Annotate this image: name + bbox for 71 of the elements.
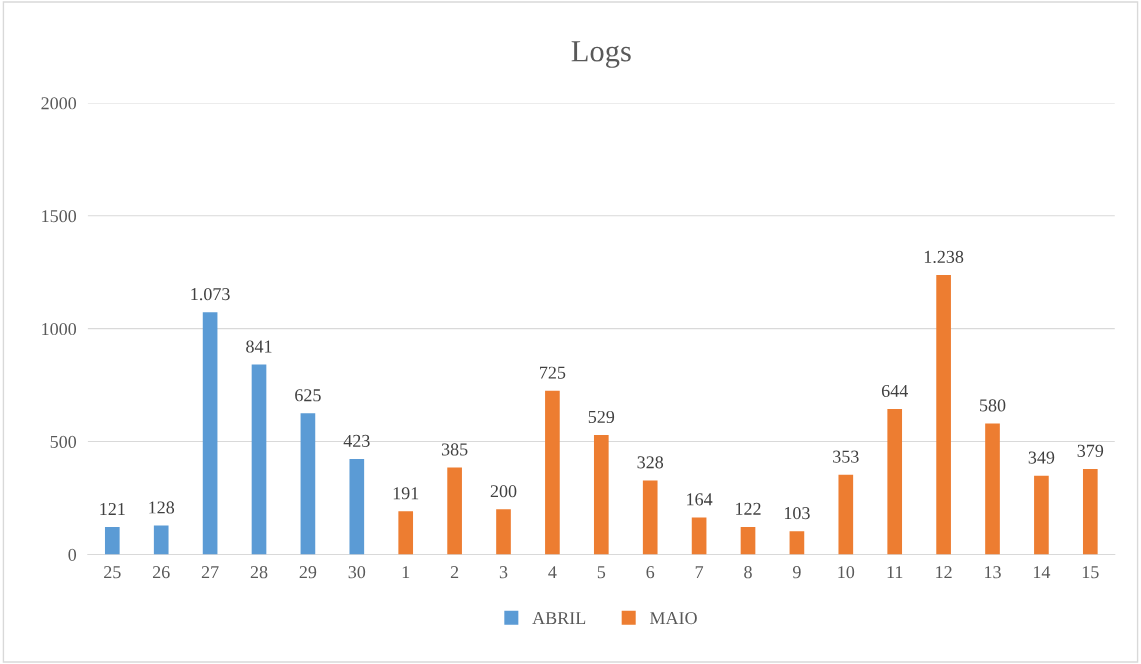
legend-label: ABRIL [532, 612, 586, 625]
data-label: 1.073 [191, 288, 230, 301]
data-label: 725 [540, 366, 566, 379]
x-tick-label: 5 [597, 566, 606, 579]
x-tick-label: 1 [402, 566, 410, 579]
x-tick-label: 26 [152, 566, 170, 579]
legend-label: MAIO [649, 612, 697, 625]
x-tick-label: 15 [1082, 566, 1099, 579]
data-label: 328 [637, 456, 664, 469]
y-tick-label: 2000 [41, 97, 77, 110]
bar [545, 390, 560, 555]
bar [642, 480, 658, 555]
bar [349, 458, 365, 555]
bar [447, 467, 462, 555]
x-tick-label: 7 [695, 566, 704, 579]
bar [104, 527, 120, 555]
bar [202, 312, 218, 555]
x-tick-label: 14 [1033, 566, 1051, 579]
data-label: 122 [736, 502, 761, 515]
data-label: 349 [1028, 451, 1055, 464]
data-label: 1.238 [924, 250, 964, 264]
data-label: 379 [1077, 444, 1104, 457]
bar [985, 423, 1000, 555]
data-label: 841 [246, 340, 272, 353]
data-label: 423 [343, 434, 370, 447]
x-tick-label: 4 [548, 566, 557, 579]
bar [691, 517, 707, 555]
x-tick-label: 13 [985, 566, 1001, 579]
y-tick-label: 0 [68, 548, 77, 561]
bar [740, 526, 756, 555]
bar [1034, 475, 1049, 555]
data-label: 191 [393, 487, 419, 500]
bar [887, 409, 903, 555]
x-tick-label: 2 [450, 566, 459, 579]
data-label: 200 [490, 485, 517, 498]
x-tick-label: 30 [348, 566, 366, 579]
bar [593, 435, 609, 555]
bar [936, 274, 951, 555]
data-label: 121 [100, 502, 125, 515]
bar [838, 474, 854, 555]
bar [496, 509, 511, 555]
data-label: 103 [784, 507, 810, 520]
bar [1082, 468, 1098, 555]
x-tick-label: 12 [936, 566, 952, 579]
x-tick-label: 11 [887, 566, 903, 579]
y-tick-label: 1000 [42, 322, 77, 336]
bar [153, 525, 169, 555]
bar [251, 364, 267, 555]
data-label: 385 [441, 443, 468, 456]
data-label: 625 [295, 389, 321, 402]
x-tick-label: 29 [299, 566, 317, 579]
x-tick-label: 28 [250, 566, 268, 579]
x-tick-label: 10 [838, 566, 855, 579]
x-tick-label: 8 [744, 566, 752, 579]
data-label: 164 [687, 493, 713, 506]
y-tick-label: 500 [50, 435, 77, 448]
data-label: 128 [149, 501, 175, 514]
y-tick-label: 1500 [42, 210, 77, 223]
bar [789, 531, 805, 555]
x-tick-label: 27 [201, 566, 219, 579]
data-label: 529 [588, 410, 615, 424]
x-tick-label: 25 [104, 566, 121, 579]
x-tick-label: 9 [792, 566, 801, 579]
data-label: 580 [980, 399, 1006, 412]
x-tick-label: 3 [499, 566, 508, 579]
bar [300, 413, 316, 555]
bar [398, 511, 414, 555]
data-label: 644 [881, 384, 908, 398]
chart-title: Logs [571, 41, 631, 68]
x-tick-label: 6 [646, 566, 655, 579]
data-label: 353 [833, 450, 859, 463]
